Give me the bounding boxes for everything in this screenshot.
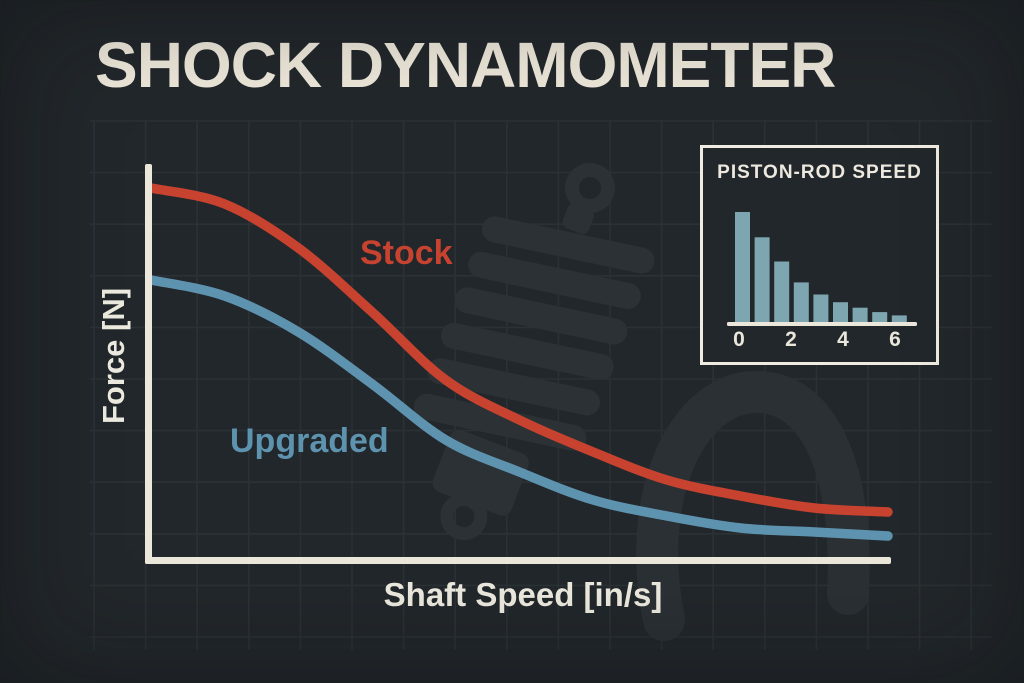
shock-coil: [440, 322, 614, 380]
inset-tick-0: 0: [733, 328, 745, 351]
inset-bar-chart: [727, 212, 917, 326]
series-label-upgraded: Upgraded: [230, 422, 389, 460]
plot-axes: [145, 164, 891, 564]
y-axis-line: [145, 164, 152, 564]
speed-histogram-bars: [735, 212, 907, 322]
shock-neck: [562, 203, 594, 234]
inset-tick-4: 4: [837, 328, 849, 351]
inset-title: PISTON-ROD SPEED: [717, 162, 922, 183]
inset-axis-line: [727, 322, 917, 326]
shock-coil: [427, 358, 601, 416]
shock-coil: [468, 251, 641, 310]
shock-bottom-eyelet: [440, 493, 488, 541]
shock-coil: [454, 287, 628, 345]
inset-tick-6: 6: [889, 328, 901, 351]
inset-panel: PISTON-ROD SPEED 0 2 4 6: [700, 145, 939, 365]
shock-body: [432, 429, 529, 516]
y-axis-label: Force [N]: [96, 287, 131, 425]
force-curves: [146, 183, 893, 541]
shock-coil: [413, 393, 587, 451]
x-axis-line: [145, 557, 891, 564]
series-label-stock: Stock: [360, 234, 453, 272]
shock-coil: [481, 216, 655, 274]
inset-tick-2: 2: [785, 328, 797, 351]
x-axis-label: Shaft Speed [in/s]: [383, 576, 663, 613]
shock-top-eyelet: [565, 163, 615, 213]
page-title: SHOCK DYNAMOMETER: [95, 29, 836, 101]
